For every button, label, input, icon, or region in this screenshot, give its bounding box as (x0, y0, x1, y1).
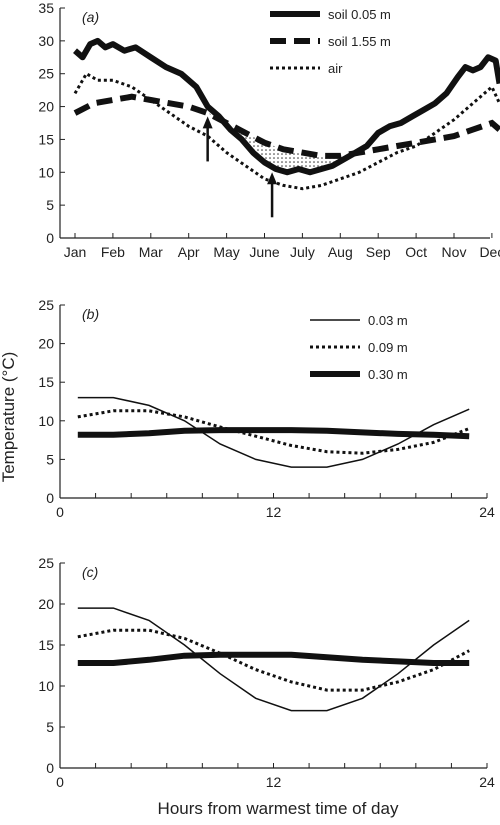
legend-label: soil 0.05 m (328, 7, 391, 22)
y-tick-label: 20 (38, 99, 54, 115)
y-tick-label: 10 (38, 413, 54, 429)
series-line-0-03-m (77, 396, 470, 468)
panel-label: (c) (82, 564, 98, 580)
y-tick-label: 15 (38, 374, 54, 390)
y-tick-label: 5 (46, 451, 54, 467)
y-tick-label: 10 (38, 164, 54, 180)
panel-a: 0 5 10 15 20 25 30 35 Jan Feb Mar Apr May June July Aug… (38, 0, 500, 260)
y-tick-label: 15 (38, 131, 54, 147)
x-tick-label: 0 (56, 774, 64, 790)
panel-label: (a) (82, 9, 99, 25)
x-tick-label: 0 (56, 504, 64, 520)
shaded-difference-area (207, 113, 360, 173)
y-tick-label: 30 (38, 33, 54, 49)
y-tick-label: 35 (38, 0, 54, 16)
x-tick-label: Aug (328, 244, 353, 260)
x-tick-label: 12 (266, 774, 282, 790)
y-tick-label: 10 (38, 678, 54, 694)
y-tick-label: 0 (46, 230, 54, 246)
y-tick-label: 25 (38, 555, 54, 571)
x-tick-label: Jan (64, 244, 87, 260)
legend-label: air (328, 61, 343, 76)
x-tick-label: June (249, 244, 280, 260)
series-line-0-03-m (77, 607, 470, 712)
x-tick-label: Apr (178, 244, 200, 260)
legend-label: soil 1.55 m (328, 34, 391, 49)
panel-b: 0 5 10 15 20 25 0 12 24 (b) 0.03 m 0.09 m 0.30 m (38, 297, 495, 520)
series-line-0-09-m (77, 409, 470, 455)
series-line-soil-0-05-m (73, 37, 500, 176)
legend-label: 0.30 m (368, 367, 408, 382)
y-tick-label: 25 (38, 66, 54, 82)
x-tick-label: 12 (266, 504, 282, 520)
legend-label: 0.09 m (368, 340, 408, 355)
x-tick-label: Sep (366, 244, 391, 260)
y-tick-label: 15 (38, 637, 54, 653)
y-tick-label: 25 (38, 297, 54, 313)
arrow-head (267, 172, 278, 185)
y-tick-label: 20 (38, 596, 54, 612)
series-line-0-30-m (77, 651, 470, 666)
y-tick-label: 20 (38, 336, 54, 352)
legend-label: 0.03 m (368, 313, 408, 328)
figure-xlabel: Hours from warmest time of day (158, 799, 399, 818)
x-tick-label: July (290, 244, 315, 260)
x-tick-label: May (213, 244, 239, 260)
x-tick-label: Oct (405, 244, 427, 260)
x-tick-label: Dec (479, 244, 500, 260)
x-tick-label: 24 (479, 504, 495, 520)
y-tick-label: 5 (46, 197, 54, 213)
x-tick-label: Feb (101, 244, 125, 260)
figure-ylabel: Temperature (°C) (0, 352, 18, 483)
x-tick-label: 24 (479, 774, 495, 790)
series-line-0-09-m (77, 628, 470, 692)
y-tick-label: 0 (46, 760, 54, 776)
y-tick-label: 5 (46, 719, 54, 735)
panel-c: 0 5 10 15 20 25 0 12 24 (c) (38, 555, 495, 790)
panel-label: (b) (82, 306, 99, 322)
series-line-air (73, 71, 500, 191)
y-tick-label: 0 (46, 490, 54, 506)
arrow-head (202, 116, 213, 129)
series-line-0-30-m (77, 427, 470, 440)
x-tick-label: Nov (442, 244, 467, 260)
x-tick-label: Mar (139, 244, 163, 260)
